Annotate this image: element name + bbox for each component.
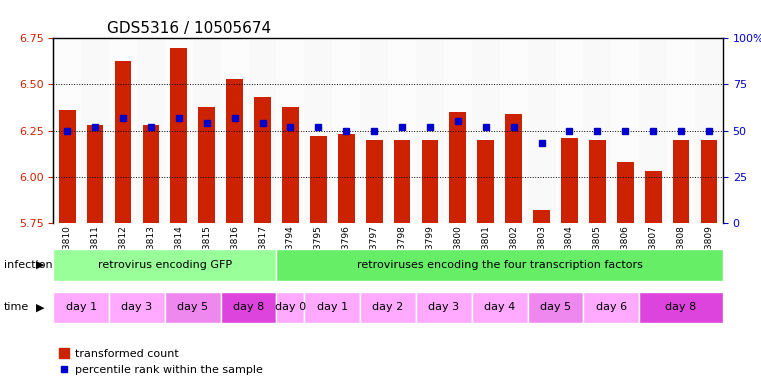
FancyBboxPatch shape bbox=[109, 292, 165, 323]
Bar bbox=[221, 38, 249, 223]
Bar bbox=[695, 38, 723, 223]
Text: day 8: day 8 bbox=[665, 302, 697, 312]
Bar bbox=[109, 38, 137, 223]
Bar bbox=[416, 38, 444, 223]
Text: retroviruses encoding the four transcription factors: retroviruses encoding the four transcrip… bbox=[357, 260, 642, 270]
FancyBboxPatch shape bbox=[360, 292, 416, 323]
Text: GDS5316 / 10505674: GDS5316 / 10505674 bbox=[107, 21, 271, 36]
Bar bbox=[444, 38, 472, 223]
FancyBboxPatch shape bbox=[276, 292, 304, 323]
Text: day 5: day 5 bbox=[540, 302, 571, 312]
Bar bbox=[673, 140, 689, 223]
Text: retrovirus encoding GFP: retrovirus encoding GFP bbox=[98, 260, 232, 270]
Bar bbox=[53, 38, 81, 223]
Text: time: time bbox=[4, 302, 29, 312]
Bar bbox=[282, 107, 299, 223]
Bar bbox=[422, 140, 438, 223]
Bar bbox=[584, 38, 611, 223]
Text: day 8: day 8 bbox=[233, 302, 264, 312]
Legend: transformed count, percentile rank within the sample: transformed count, percentile rank withi… bbox=[59, 349, 263, 375]
Bar bbox=[304, 38, 333, 223]
FancyBboxPatch shape bbox=[53, 292, 109, 323]
Bar bbox=[589, 140, 606, 223]
Text: ▶: ▶ bbox=[36, 302, 44, 312]
Bar bbox=[477, 140, 494, 223]
Bar bbox=[59, 110, 75, 223]
FancyBboxPatch shape bbox=[276, 250, 723, 280]
Bar bbox=[611, 38, 639, 223]
Bar bbox=[338, 134, 355, 223]
Bar bbox=[500, 38, 527, 223]
Bar bbox=[617, 162, 634, 223]
FancyBboxPatch shape bbox=[416, 292, 472, 323]
Bar bbox=[193, 38, 221, 223]
Bar bbox=[226, 79, 243, 223]
FancyBboxPatch shape bbox=[639, 292, 723, 323]
Bar bbox=[137, 38, 165, 223]
Bar bbox=[645, 171, 661, 223]
Bar bbox=[366, 140, 383, 223]
Text: ▶: ▶ bbox=[36, 260, 44, 270]
Bar bbox=[667, 38, 695, 223]
Bar bbox=[333, 38, 360, 223]
Text: day 1: day 1 bbox=[317, 302, 348, 312]
Bar bbox=[276, 38, 304, 223]
Bar bbox=[249, 38, 276, 223]
Bar bbox=[388, 38, 416, 223]
Text: day 1: day 1 bbox=[65, 302, 97, 312]
FancyBboxPatch shape bbox=[472, 292, 527, 323]
Text: day 3: day 3 bbox=[428, 302, 460, 312]
Bar bbox=[310, 136, 326, 223]
Bar bbox=[199, 107, 215, 223]
Bar bbox=[393, 140, 410, 223]
FancyBboxPatch shape bbox=[53, 250, 276, 280]
Bar bbox=[165, 38, 193, 223]
Bar bbox=[533, 210, 550, 223]
Bar bbox=[505, 114, 522, 223]
Text: day 3: day 3 bbox=[122, 302, 152, 312]
Text: day 0: day 0 bbox=[275, 302, 306, 312]
Bar bbox=[472, 38, 500, 223]
Bar bbox=[142, 125, 159, 223]
Bar bbox=[170, 48, 187, 223]
Text: day 6: day 6 bbox=[596, 302, 627, 312]
FancyBboxPatch shape bbox=[584, 292, 639, 323]
Text: infection: infection bbox=[4, 260, 53, 270]
Bar bbox=[360, 38, 388, 223]
Bar bbox=[254, 98, 271, 223]
Bar bbox=[115, 61, 132, 223]
Bar bbox=[450, 112, 466, 223]
FancyBboxPatch shape bbox=[304, 292, 360, 323]
Text: day 2: day 2 bbox=[372, 302, 404, 312]
Bar bbox=[561, 138, 578, 223]
FancyBboxPatch shape bbox=[165, 292, 221, 323]
Text: day 4: day 4 bbox=[484, 302, 515, 312]
FancyBboxPatch shape bbox=[527, 292, 584, 323]
Text: day 5: day 5 bbox=[177, 302, 209, 312]
Bar bbox=[639, 38, 667, 223]
FancyBboxPatch shape bbox=[221, 292, 276, 323]
Bar bbox=[87, 125, 103, 223]
Bar bbox=[527, 38, 556, 223]
Bar bbox=[556, 38, 584, 223]
Bar bbox=[81, 38, 109, 223]
Bar bbox=[701, 140, 718, 223]
